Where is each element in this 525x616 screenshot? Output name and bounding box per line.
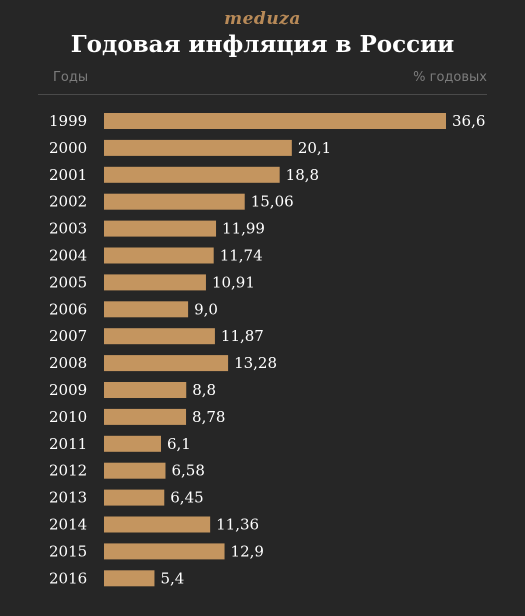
- year-label-2015: 2015: [49, 542, 87, 560]
- value-label-2008: 13,28: [234, 354, 277, 372]
- bar-2004: [104, 247, 214, 264]
- year-label-2010: 2010: [49, 408, 87, 426]
- value-label-2015: 12,9: [231, 542, 264, 560]
- value-label-2003: 11,99: [222, 220, 265, 238]
- value-label-2006: 9,0: [194, 300, 218, 318]
- value-label-2010: 8,78: [192, 408, 225, 426]
- bar-2000: [104, 139, 292, 156]
- year-label-2002: 2002: [49, 193, 87, 211]
- bar-2002: [104, 193, 245, 210]
- bar-2015: [104, 543, 225, 560]
- bar-2014: [104, 516, 211, 533]
- value-label-2009: 8,8: [192, 381, 216, 399]
- category-header: Годы: [53, 70, 89, 85]
- bar-2011: [104, 435, 161, 452]
- year-label-2014: 2014: [49, 516, 87, 534]
- value-label-1999: 36,6: [452, 112, 485, 130]
- value-label-2014: 11,36: [216, 516, 259, 534]
- bar-2009: [104, 382, 187, 398]
- bar-2008: [104, 355, 229, 372]
- year-label-2013: 2013: [49, 489, 87, 507]
- year-label-2001: 2001: [49, 166, 87, 184]
- bar-2016: [104, 570, 155, 587]
- bar-2007: [104, 328, 215, 345]
- value-label-2000: 20,1: [298, 139, 331, 157]
- year-label-2006: 2006: [49, 300, 87, 318]
- value-header: % годовых: [413, 70, 487, 85]
- bar-2003: [104, 220, 217, 237]
- value-label-2011: 6,1: [167, 435, 191, 453]
- bar-2012: [104, 462, 166, 479]
- year-label-1999: 1999: [49, 112, 87, 130]
- value-label-2004: 11,74: [220, 247, 263, 265]
- year-label-2012: 2012: [49, 462, 87, 480]
- year-label-2011: 2011: [49, 435, 87, 453]
- bar-2013: [104, 489, 165, 506]
- chart-title: Годовая инфляция в России: [70, 31, 455, 58]
- bar-1999: [104, 113, 446, 129]
- header-divider: [38, 94, 487, 95]
- year-label-2003: 2003: [49, 220, 87, 238]
- value-label-2013: 6,45: [170, 489, 203, 507]
- year-label-2009: 2009: [49, 381, 87, 399]
- value-label-2001: 18,8: [286, 166, 319, 184]
- value-label-2012: 6,58: [171, 462, 204, 480]
- year-label-2008: 2008: [49, 354, 87, 372]
- year-label-2000: 2000: [49, 139, 87, 157]
- value-label-2016: 5,4: [160, 569, 184, 587]
- value-label-2007: 11,87: [221, 327, 264, 345]
- bar-2006: [104, 301, 189, 318]
- year-label-2016: 2016: [49, 569, 87, 587]
- year-label-2005: 2005: [49, 273, 87, 291]
- bar-2001: [104, 166, 280, 183]
- year-label-2007: 2007: [49, 327, 87, 345]
- value-label-2002: 15,06: [251, 193, 294, 211]
- year-label-2004: 2004: [49, 247, 87, 265]
- bar-2005: [104, 274, 206, 291]
- value-label-2005: 10,91: [212, 273, 255, 291]
- bar-2010: [104, 408, 187, 425]
- brand-logo: meduza: [224, 9, 301, 29]
